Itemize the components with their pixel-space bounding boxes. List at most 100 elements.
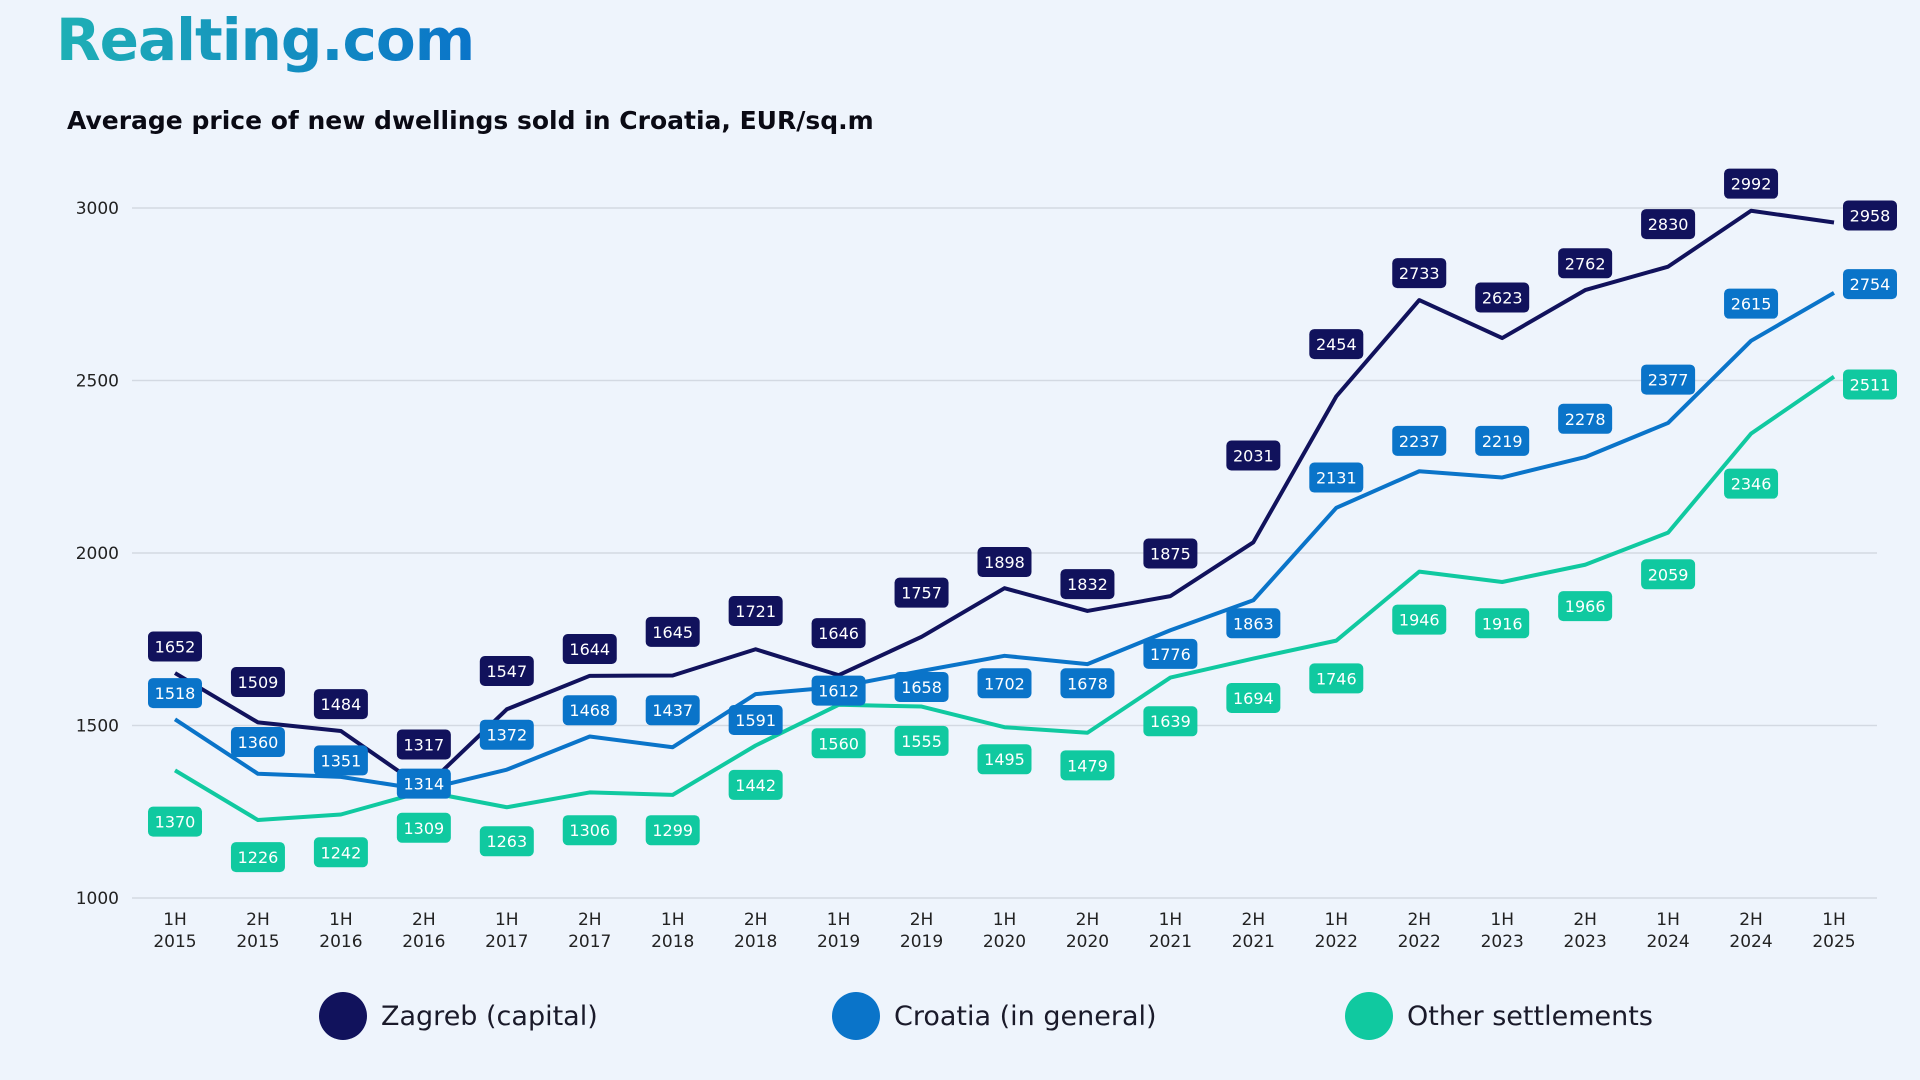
series-line	[173, 375, 1836, 823]
data-label: 1484	[321, 695, 362, 714]
data-label: 1360	[238, 733, 279, 752]
data-label-box	[1475, 282, 1530, 313]
data-label-box	[894, 577, 949, 608]
data-label-box	[811, 618, 866, 649]
data-label: 1832	[1067, 575, 1108, 594]
data-label: 1652	[155, 638, 196, 657]
data-label-box	[1226, 608, 1281, 639]
data-label-box	[1226, 682, 1281, 713]
data-label: 1351	[321, 751, 362, 770]
data-label-box	[1309, 329, 1364, 360]
data-label: 1468	[569, 701, 610, 720]
data-label: 1776	[1150, 645, 1191, 664]
data-label: 2377	[1648, 371, 1689, 390]
y-tick-label: 2000	[76, 544, 119, 564]
x-tick-label: 2H	[1242, 910, 1266, 930]
data-label: 1966	[1565, 597, 1606, 616]
legend-label: Other settlements	[1407, 1000, 1653, 1032]
data-label-box	[728, 596, 783, 627]
x-tick-label: 2025	[1812, 932, 1855, 952]
data-label-box	[1143, 638, 1198, 669]
series-line	[173, 208, 1835, 791]
data-label: 1916	[1482, 614, 1523, 633]
x-tick-label: 2024	[1729, 932, 1772, 952]
data-label: 2615	[1731, 295, 1772, 314]
x-tick-label: 2023	[1481, 932, 1524, 952]
x-tick-label: 2022	[1398, 932, 1441, 952]
data-label: 1437	[652, 701, 693, 720]
data-label: 1678	[1067, 674, 1108, 693]
data-label: 2031	[1233, 447, 1274, 466]
x-tick-label: 2020	[983, 932, 1026, 952]
data-label-box	[148, 678, 202, 709]
data-label-box	[1724, 468, 1779, 499]
x-tick-label: 2024	[1646, 932, 1689, 952]
data-label: 2733	[1399, 264, 1440, 283]
data-label: 1757	[901, 584, 942, 603]
x-tick-label: 1H	[1159, 910, 1183, 930]
data-label: 1946	[1399, 611, 1440, 630]
data-label: 1560	[818, 734, 859, 753]
x-tick-label: 2021	[1149, 932, 1192, 952]
data-label-box	[479, 719, 534, 750]
data-label-box	[396, 812, 451, 843]
data-label: 2754	[1850, 275, 1891, 294]
data-label: 2958	[1850, 207, 1891, 226]
data-label: 2511	[1850, 375, 1891, 394]
x-tick-label: 2018	[651, 932, 694, 952]
x-tick-label: 2H	[744, 910, 768, 930]
data-label-box	[479, 656, 534, 687]
data-label-box	[1475, 425, 1530, 456]
x-tick-label: 1H	[163, 910, 187, 930]
data-label-box	[1392, 258, 1447, 289]
x-tick-label: 2022	[1315, 932, 1358, 952]
legend-label: Zagreb (capital)	[381, 1000, 598, 1032]
data-label-box	[148, 631, 202, 662]
x-tick-label: 2018	[734, 932, 777, 952]
x-tick-label: 1H	[1490, 910, 1514, 930]
data-label: 1639	[1150, 712, 1191, 731]
data-label-box	[1641, 559, 1696, 590]
x-tick-label: 2015	[153, 932, 196, 952]
x-tick-label: 2021	[1232, 932, 1275, 952]
data-label-box	[1558, 591, 1613, 622]
data-label-box	[396, 768, 451, 799]
x-tick-label: 2017	[568, 932, 611, 952]
x-tick-label: 2H	[910, 910, 934, 930]
y-tick-label: 2500	[76, 372, 119, 392]
data-label-box	[1143, 538, 1198, 569]
data-label-box	[1309, 462, 1364, 493]
x-tick-label: 2019	[900, 932, 943, 952]
data-label: 1555	[901, 732, 942, 751]
data-label-box	[1641, 209, 1696, 240]
data-label-box	[1060, 569, 1115, 600]
x-tick-label: 1H	[1324, 910, 1348, 930]
data-label: 1658	[901, 678, 942, 697]
data-label-box	[1843, 369, 1897, 400]
x-tick-label: 2020	[1066, 932, 1109, 952]
x-tick-label: 2H	[412, 910, 436, 930]
data-label-box	[1392, 604, 1447, 635]
y-tick-label: 1500	[76, 717, 119, 737]
data-label-box	[313, 689, 368, 720]
x-tick-label: 2016	[402, 932, 445, 952]
data-label-box	[1060, 668, 1115, 699]
data-label-box	[894, 725, 949, 756]
data-label: 1442	[735, 776, 776, 795]
data-label-box	[148, 806, 202, 837]
legend-swatch-croatia	[832, 992, 880, 1040]
data-label-box	[1724, 288, 1779, 319]
data-label-box	[894, 671, 949, 702]
data-label: 2623	[1482, 289, 1523, 308]
data-label-box	[977, 547, 1032, 578]
data-label: 1317	[403, 735, 444, 754]
data-label: 1702	[984, 674, 1025, 693]
data-label-box	[811, 675, 866, 706]
data-label: 2237	[1399, 432, 1440, 451]
data-label: 1306	[569, 821, 610, 840]
legend-item-zagreb: Zagreb (capital)	[319, 992, 598, 1040]
x-tick-label: 2016	[319, 932, 362, 952]
legend-swatch-zagreb	[319, 992, 367, 1040]
x-tick-label: 1H	[495, 910, 519, 930]
